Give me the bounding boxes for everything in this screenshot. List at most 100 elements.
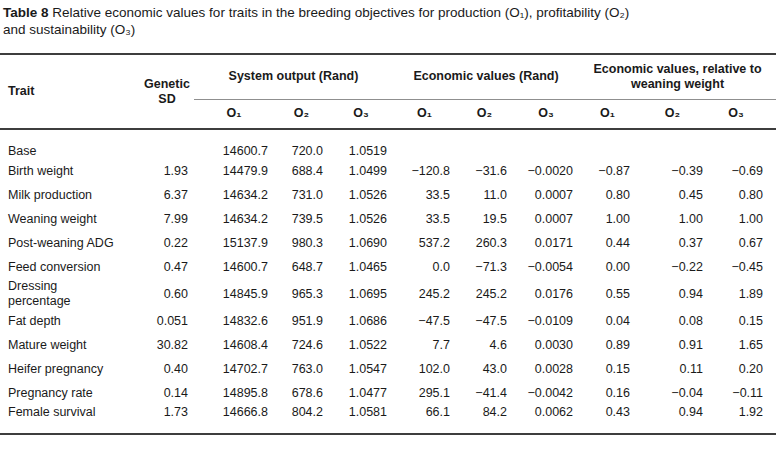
group-header-relative-economic-values: Economic values, relative to weaning wei… <box>579 54 776 99</box>
value-cell: 0.0062 <box>513 405 579 434</box>
value-cell: 295.1 <box>393 381 456 405</box>
value-cell <box>636 129 709 159</box>
table-row: Milk production6.3714634.2731.01.052633.… <box>0 183 776 207</box>
table-row: Weaning weight7.9914634.2739.51.052633.5… <box>0 207 776 231</box>
value-cell: 1.0581 <box>329 405 393 434</box>
value-cell: 43.0 <box>456 357 513 381</box>
value-cell: 7.7 <box>393 333 456 357</box>
header-row-groups: Trait Genetic SD System output (Rand) Ec… <box>0 54 776 99</box>
trait-cell: Mature weight <box>0 333 140 357</box>
value-cell: 0.44 <box>579 231 636 255</box>
value-cell: 0.0007 <box>513 207 579 231</box>
value-cell: 0.91 <box>636 333 709 357</box>
value-cell: 537.2 <box>393 231 456 255</box>
value-cell: 1.0686 <box>329 309 393 333</box>
value-cell: 648.7 <box>274 255 329 279</box>
value-cell: 14634.2 <box>194 207 274 231</box>
col-header-genetic-sd: Genetic SD <box>140 54 194 129</box>
value-cell: −41.4 <box>456 381 513 405</box>
value-cell: 84.2 <box>456 405 513 434</box>
value-cell: 14634.2 <box>194 183 274 207</box>
value-cell: 1.0499 <box>329 159 393 183</box>
col-header-economic-o1: O₁ <box>393 99 456 129</box>
value-cell: −0.0020 <box>513 159 579 183</box>
table-body: Base14600.7720.01.0519Birth weight1.9314… <box>0 129 776 434</box>
value-cell: 1.89 <box>709 279 776 309</box>
trait-cell: Milk production <box>0 183 140 207</box>
table-row: Post-weaning ADG0.2215137.9980.31.069053… <box>0 231 776 255</box>
value-cell: 4.6 <box>456 333 513 357</box>
value-cell: 0.0171 <box>513 231 579 255</box>
value-cell: 0.16 <box>579 381 636 405</box>
value-cell: 1.00 <box>579 207 636 231</box>
value-cell: 1.0477 <box>329 381 393 405</box>
value-cell: 0.051 <box>140 309 194 333</box>
trait-cell: Fat depth <box>0 309 140 333</box>
value-cell: 0.0 <box>393 255 456 279</box>
value-cell: −0.11 <box>709 381 776 405</box>
value-cell: 1.73 <box>140 405 194 434</box>
value-cell: 0.0028 <box>513 357 579 381</box>
value-cell: 0.94 <box>636 279 709 309</box>
value-cell: 739.5 <box>274 207 329 231</box>
value-cell: −0.0042 <box>513 381 579 405</box>
value-cell: 731.0 <box>274 183 329 207</box>
value-cell: 0.0030 <box>513 333 579 357</box>
value-cell: 0.40 <box>140 357 194 381</box>
value-cell: 0.14 <box>140 381 194 405</box>
table-row: Female survival1.7314666.8804.21.058166.… <box>0 405 776 434</box>
value-cell: −0.39 <box>636 159 709 183</box>
table-row: Dressing percentage0.6014845.9965.31.069… <box>0 279 776 309</box>
table-header: Trait Genetic SD System output (Rand) Ec… <box>0 54 776 129</box>
col-header-economic-o2: O₂ <box>456 99 513 129</box>
value-cell: 720.0 <box>274 129 329 159</box>
value-cell: 245.2 <box>456 279 513 309</box>
value-cell: 11.0 <box>456 183 513 207</box>
trait-cell: Feed conversion <box>0 255 140 279</box>
value-cell: 0.89 <box>579 333 636 357</box>
trait-cell: Base <box>0 129 140 159</box>
value-cell: 0.15 <box>579 357 636 381</box>
value-cell: 951.9 <box>274 309 329 333</box>
table-row: Pregnancy rate0.1414895.8678.61.0477295.… <box>0 381 776 405</box>
value-cell: 0.08 <box>636 309 709 333</box>
value-cell: 66.1 <box>393 405 456 434</box>
value-cell: 763.0 <box>274 357 329 381</box>
value-cell: 14702.7 <box>194 357 274 381</box>
trait-cell: Heifer pregnancy <box>0 357 140 381</box>
table-caption-text-line1: Relative economic values for traits in t… <box>52 5 629 20</box>
value-cell: 0.94 <box>636 405 709 434</box>
value-cell: 1.00 <box>636 207 709 231</box>
value-cell: 0.22 <box>140 231 194 255</box>
value-cell: 245.2 <box>393 279 456 309</box>
col-header-relative-o1: O₁ <box>579 99 636 129</box>
value-cell: 14895.8 <box>194 381 274 405</box>
value-cell: 0.60 <box>140 279 194 309</box>
trait-cell: Post-weaning ADG <box>0 231 140 255</box>
trait-cell: Weaning weight <box>0 207 140 231</box>
value-cell: 1.0526 <box>329 207 393 231</box>
value-cell: 1.0465 <box>329 255 393 279</box>
trait-cell: Birth weight <box>0 159 140 183</box>
value-cell: 6.37 <box>140 183 194 207</box>
value-cell: 15137.9 <box>194 231 274 255</box>
value-cell: −31.6 <box>456 159 513 183</box>
value-cell: −0.69 <box>709 159 776 183</box>
value-cell <box>709 129 776 159</box>
value-cell: 724.6 <box>274 333 329 357</box>
col-header-relative-o3: O₃ <box>709 99 776 129</box>
value-cell: 14479.9 <box>194 159 274 183</box>
col-header-economic-o3: O₃ <box>513 99 579 129</box>
value-cell: 1.0526 <box>329 183 393 207</box>
value-cell: 1.93 <box>140 159 194 183</box>
value-cell: 688.4 <box>274 159 329 183</box>
value-cell: 14600.7 <box>194 129 274 159</box>
trait-cell: Female survival <box>0 405 140 434</box>
value-cell: 0.47 <box>140 255 194 279</box>
value-cell: 1.0522 <box>329 333 393 357</box>
value-cell <box>140 129 194 159</box>
table-row: Base 14600.7720.01.0519 <box>0 129 776 159</box>
value-cell: 1.0519 <box>329 129 393 159</box>
value-cell: 19.5 <box>456 207 513 231</box>
table-row: Mature weight30.8214608.4724.61.05227.74… <box>0 333 776 357</box>
